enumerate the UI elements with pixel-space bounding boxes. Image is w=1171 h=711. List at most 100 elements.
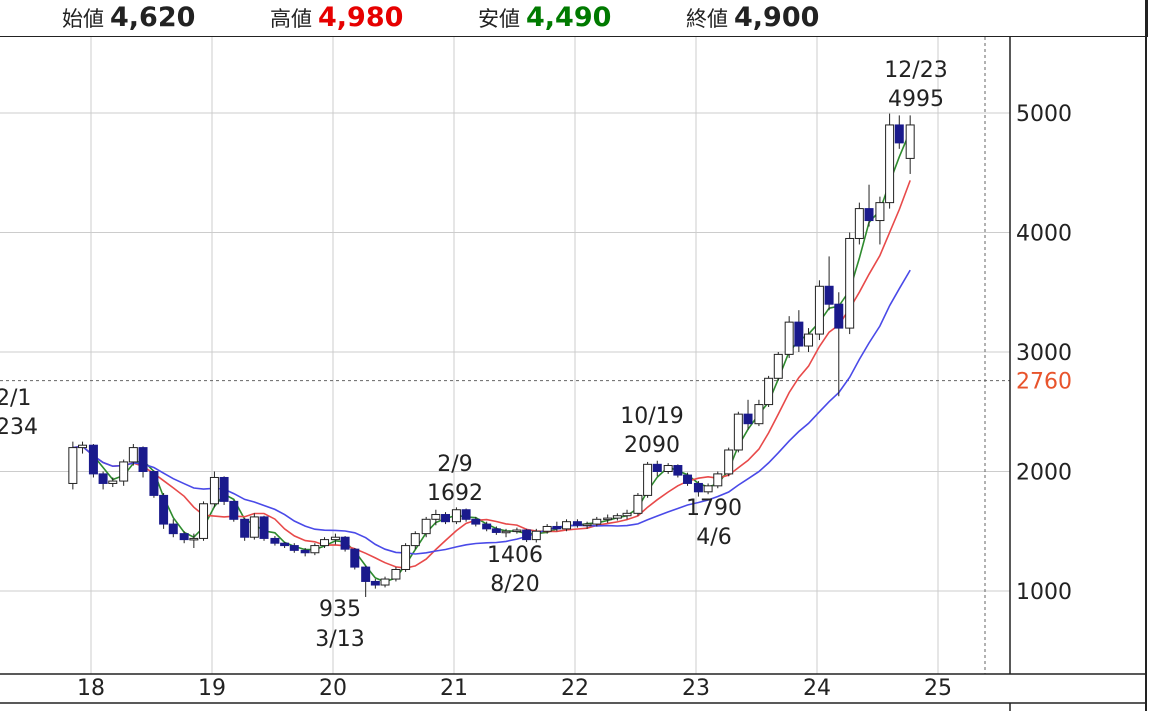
- labels: 1000 2000 3000 4000 5000 2760 18 19 20 21 22 23 24 25…: [0, 58, 1072, 701]
- candle-body: [289, 545, 299, 551]
- candle-body: [78, 444, 88, 449]
- candle-body: [451, 509, 461, 523]
- candle: [199, 501, 209, 541]
- candle-body: [98, 473, 108, 484]
- candle: [784, 316, 794, 358]
- candle-body: [643, 463, 653, 496]
- candle-body: [713, 473, 723, 487]
- candle: [834, 292, 844, 397]
- candle-body: [370, 580, 380, 586]
- candle: [824, 256, 834, 311]
- candle: [209, 471, 219, 508]
- candle-body: [522, 529, 532, 541]
- candle: [119, 459, 129, 486]
- x-tick-label: 25: [924, 676, 952, 701]
- candle-body: [724, 449, 734, 475]
- candle: [572, 519, 582, 528]
- candle: [330, 533, 340, 545]
- candle: [845, 232, 855, 335]
- candle: [108, 477, 118, 488]
- candle-body: [149, 471, 159, 496]
- candle-body: [531, 530, 541, 541]
- candle-body: [138, 447, 148, 473]
- candle: [482, 521, 492, 532]
- candle-body: [592, 518, 602, 525]
- annotation-line-2: 4/6: [696, 525, 731, 550]
- candle: [471, 516, 481, 527]
- grid: [0, 37, 1010, 674]
- candle: [249, 513, 259, 540]
- candle: [603, 514, 613, 523]
- candle-body: [622, 512, 632, 517]
- candle-body: [754, 404, 764, 425]
- candle-body: [249, 516, 259, 538]
- candle: [673, 464, 683, 478]
- candle-body: [663, 465, 673, 472]
- candle-body: [350, 548, 360, 568]
- candle-body: [209, 476, 219, 505]
- candle-body: [572, 521, 582, 526]
- candle-body: [814, 285, 824, 335]
- candle: [663, 463, 673, 474]
- candle: [179, 531, 189, 544]
- y-tick-label: 5000: [1016, 102, 1072, 127]
- candle-body: [380, 578, 390, 586]
- candle: [310, 543, 320, 556]
- candle-body: [854, 208, 864, 239]
- open-label: 始値: [62, 7, 104, 31]
- candle: [773, 352, 783, 381]
- candle-body: [562, 521, 572, 530]
- annotation-line-1: 12/23: [884, 58, 947, 83]
- candle-body: [703, 485, 713, 493]
- candle: [219, 476, 229, 505]
- low-label: 安値: [478, 7, 520, 31]
- candle: [401, 543, 411, 572]
- y-tick-label: 3000: [1016, 341, 1072, 366]
- y-tick-label: 2000: [1016, 461, 1072, 486]
- candle-body: [320, 539, 330, 547]
- candle: [259, 515, 269, 541]
- candle-body: [68, 447, 78, 484]
- annotation-line-2: 3/13: [315, 627, 364, 652]
- candle: [441, 512, 451, 525]
- candle-body: [441, 514, 451, 523]
- candle-body: [552, 525, 562, 530]
- candle-body: [542, 525, 552, 532]
- x-tick-label: 24: [803, 676, 831, 701]
- high-price: 高値 4,980: [270, 2, 403, 33]
- candle-body: [794, 321, 804, 347]
- candle-body: [512, 529, 522, 533]
- high-label: 高値: [270, 7, 312, 31]
- candle-body: [905, 124, 915, 159]
- candle-body: [633, 494, 643, 514]
- x-tick-label: 23: [682, 676, 710, 701]
- annotation-line-1: 935: [319, 597, 361, 622]
- candle-body: [482, 523, 492, 530]
- open-price: 始値 4,620: [62, 2, 195, 33]
- candle-body: [612, 515, 622, 519]
- candle: [168, 519, 178, 538]
- annotation-line-1: 2/9: [437, 452, 472, 477]
- candle: [804, 328, 814, 352]
- candle-body: [743, 413, 753, 425]
- candle-body: [845, 237, 855, 329]
- candle: [320, 537, 330, 548]
- candle: [885, 113, 895, 209]
- candle-body: [310, 545, 320, 554]
- candle-body: [693, 482, 703, 493]
- candles: [68, 113, 915, 597]
- close-value: 4,900: [734, 2, 820, 33]
- x-tick-label: 22: [561, 676, 589, 701]
- x-tick-label: 19: [198, 676, 226, 701]
- candle-body: [179, 533, 189, 541]
- candle: [652, 460, 662, 477]
- close-price: 終値 4,900: [686, 2, 819, 33]
- candle-body: [582, 523, 592, 527]
- candle: [612, 513, 622, 521]
- candle-body: [894, 124, 904, 144]
- y-tick-label: 4000: [1016, 222, 1072, 247]
- candle-body: [229, 500, 239, 520]
- candle-body: [773, 353, 783, 379]
- candle-body: [764, 377, 774, 406]
- candle: [764, 375, 774, 407]
